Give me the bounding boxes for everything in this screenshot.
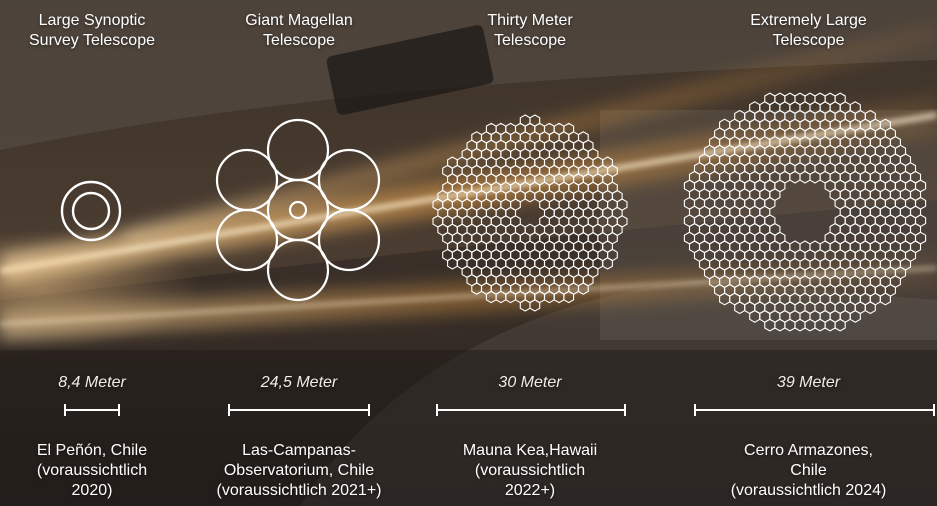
location-label: Cerro Armazones, Chile (voraussichtlich …	[672, 441, 937, 501]
mirror-diagram-concentric-rings	[60, 180, 122, 242]
telescope-name: Extremely Large Telescope	[680, 11, 937, 51]
mirror-segment	[849, 309, 861, 323]
location-line: (voraussichtlich 2024)	[730, 482, 887, 499]
mirror-segment	[505, 290, 517, 304]
mirror-segment	[879, 292, 891, 306]
name-line: Survey Telescope	[29, 32, 155, 49]
mirror-segment	[809, 170, 821, 184]
telescope-column-tmt: Thirty Meter Telescope 30 Meter Mauna Ke…	[416, 0, 644, 506]
mirror-diagram-seven-circles	[215, 118, 381, 302]
location-line: (voraussichtlich	[36, 462, 148, 479]
location-line: (voraussichtlich	[474, 462, 586, 479]
mirror-segment	[553, 290, 565, 304]
name-line: Telescope	[262, 32, 336, 49]
location-label: Las-Campanas- Observatorium, Chile (vora…	[192, 441, 406, 501]
telescope-column-lsst: Large Synoptic Survey Telescope 8,4 Mete…	[0, 0, 184, 506]
mirror-segment	[543, 290, 555, 304]
telescope-name: Giant Magellan Telescope	[200, 11, 398, 51]
name-line: Giant Magellan	[245, 12, 353, 29]
mirror-segment	[447, 257, 458, 270]
scale-bar	[694, 403, 935, 417]
location-line: 2022+)	[504, 482, 556, 499]
mirror-segment	[734, 301, 746, 315]
mirror-segment	[774, 318, 786, 332]
diameter-label: 8,4 Meter	[58, 374, 126, 391]
mirror-segment	[577, 282, 589, 295]
mirror-segment	[529, 299, 541, 312]
diameter-label: 24,5 Meter	[260, 374, 338, 391]
telescope-name: Large Synoptic Survey Telescope	[0, 11, 184, 51]
mirror-segment	[719, 292, 731, 306]
mirror-segment	[794, 318, 806, 332]
mirror-segment	[864, 301, 876, 315]
mirror-segment	[814, 318, 826, 332]
mirror-segment	[834, 318, 846, 332]
mirror-segment	[471, 282, 483, 295]
mirror-segment	[563, 290, 575, 304]
location-line: 2020)	[71, 482, 113, 499]
mirror-segment	[749, 309, 761, 323]
mirror-segment	[764, 318, 776, 332]
mirror-segment	[799, 170, 811, 184]
diameter-label: 39 Meter	[776, 374, 841, 391]
telescope-column-elt: Extremely Large Telescope 39 Meter Cerro…	[680, 0, 937, 506]
location-line: Mauna Kea,Hawaii	[462, 442, 598, 459]
location-line: Las-Campanas-	[242, 442, 356, 459]
mirror-segment	[519, 299, 531, 312]
mirror-segment	[602, 257, 613, 270]
location-line: Chile	[790, 462, 827, 479]
diameter-label: 30 Meter	[498, 374, 562, 391]
location-line: Observatorium, Chile	[223, 462, 375, 479]
telescope-name: Thirty Meter Telescope	[416, 11, 644, 51]
mirror-segment	[824, 318, 836, 332]
name-line: Thirty Meter	[487, 12, 573, 29]
scale-bar	[64, 403, 120, 417]
location-label: El Peñón, Chile (voraussichtlich 2020)	[0, 441, 192, 501]
mirror-segment	[789, 170, 801, 184]
name-line: Telescope	[772, 32, 845, 49]
name-line: Large Synoptic	[38, 12, 146, 29]
name-line: Extremely Large	[750, 12, 867, 29]
scale-bar	[228, 403, 370, 417]
name-line: Telescope	[493, 32, 567, 49]
mirror-segment	[524, 189, 536, 203]
mirror-diagram-hexagon-segments	[432, 114, 628, 312]
mirror-segment	[485, 290, 497, 304]
location-line: (voraussichtlich 2021+)	[216, 482, 382, 499]
mirror-segment	[495, 290, 507, 304]
mirror-segment	[784, 318, 796, 332]
scale-bar	[436, 403, 626, 417]
location-line: Cerro Armazones,	[744, 442, 873, 459]
mirror-diagram-hexagon-segments-large-hole	[683, 92, 927, 332]
mirror-segment	[804, 318, 816, 332]
telescope-column-gmt: Giant Magellan Telescope 24,5 Meter Las-…	[200, 0, 398, 506]
location-line: El Peñón, Chile	[36, 442, 148, 459]
location-label: Mauna Kea,Hawaii (voraussichtlich 2022+)	[408, 441, 652, 501]
